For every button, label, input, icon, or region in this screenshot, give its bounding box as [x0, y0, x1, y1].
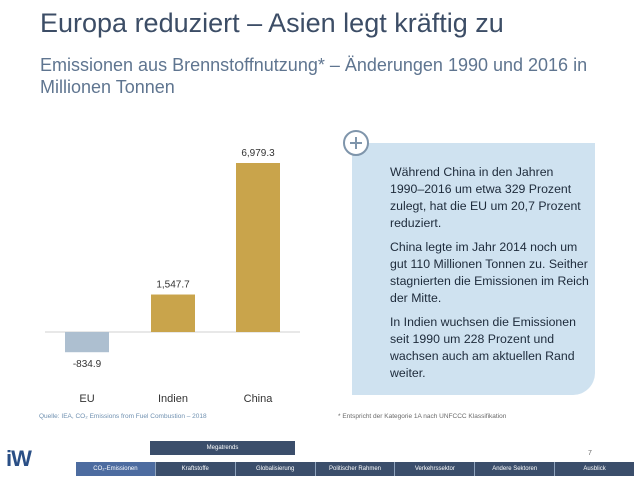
nav-item-andere-sektoren[interactable]: Andere Sektoren	[475, 462, 556, 476]
nav-item-politischer-rahmen[interactable]: Politischer Rahmen	[316, 462, 396, 476]
info-paragraph: In Indien wuchsen die Emissionen seit 19…	[390, 315, 576, 380]
footnote: * Entspricht der Kategorie 1A nach UNFCC…	[338, 413, 507, 420]
megatrends-tab[interactable]: Megatrends	[150, 441, 295, 455]
value-label-eu: -834.9	[73, 359, 102, 370]
info-paragraph: China legte im Jahr 2014 noch um gut 110…	[390, 240, 589, 305]
category-label-eu: EU	[79, 393, 94, 405]
bar-indien	[151, 294, 195, 332]
value-label-indien: 1,547.7	[156, 280, 190, 291]
bar-eu	[65, 332, 109, 353]
page-subtitle: Emissionen aus Brennstoffnutzung* – Ände…	[40, 55, 588, 97]
category-label-china: China	[244, 393, 274, 405]
value-label-china: 6,979.3	[241, 148, 275, 159]
page-number: 7	[588, 450, 592, 457]
nav-item-verkehrssektor[interactable]: Verkehrssektor	[395, 462, 476, 476]
bar-china	[236, 163, 280, 332]
plus-circle-icon	[343, 130, 369, 156]
info-paragraph: Während China in den Jahren 1990–2016 um…	[390, 165, 581, 230]
category-label-indien: Indien	[158, 393, 188, 405]
nav-item-kraftstoffe[interactable]: Kraftstoffe	[156, 462, 236, 476]
source-note: Quelle: IEA, CO₂ Emissions from Fuel Com…	[39, 413, 207, 420]
info-text: Während China in den Jahren 1990–2016 um…	[390, 164, 590, 389]
info-box: Während China in den Jahren 1990–2016 um…	[352, 143, 595, 395]
nav-item-globalisierung[interactable]: Globalisierung	[236, 462, 316, 476]
page-title: Europa reduziert – Asien legt kräftig zu	[40, 8, 504, 38]
nav-item-co2-emissionen[interactable]: CO₂-Emissionen	[76, 462, 156, 476]
nav-item-ausblick[interactable]: Ausblick	[583, 466, 606, 472]
section-nav: CO₂-Emissionen Kraftstoffe Globalisierun…	[76, 462, 634, 476]
iw-logo: iW	[6, 446, 32, 471]
bar-chart: -834.9 EU 1,547.7 Indien 6,979.3 China	[45, 148, 300, 405]
